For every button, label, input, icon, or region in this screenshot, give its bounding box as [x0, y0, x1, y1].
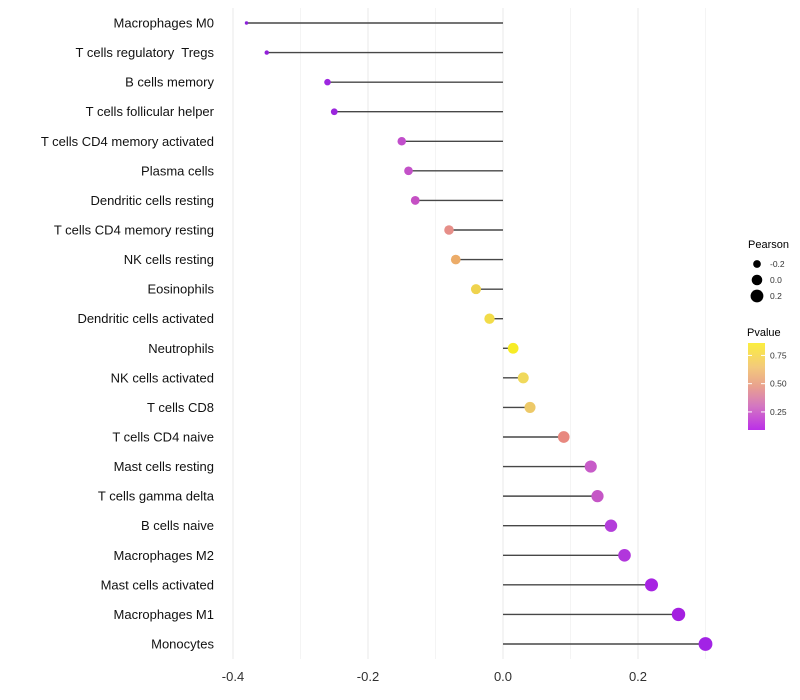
y-axis-label: B cells memory [125, 75, 214, 90]
y-axis-label: Mast cells activated [101, 577, 214, 592]
y-axis-label: B cells naive [141, 518, 214, 533]
legend-size-dot [751, 274, 763, 286]
lollipop-dot [524, 401, 536, 413]
legend-size-label: 0.2 [770, 291, 782, 301]
lollipop-dot [444, 225, 454, 235]
lollipop-dot [324, 78, 331, 86]
legend-colorbar [748, 343, 765, 430]
lollipop-dot [470, 284, 482, 295]
lollipop-dot [604, 519, 618, 532]
y-axis-label: Macrophages M0 [114, 16, 214, 31]
y-axis-label: Plasma cells [141, 163, 214, 178]
x-axis-tick-label: 0.2 [629, 669, 647, 684]
y-axis-label: Dendritic cells resting [90, 193, 214, 208]
lollipop-dot [450, 254, 461, 265]
legend-pvalue-tick-label: 0.50 [770, 379, 787, 389]
lollipop-dot [557, 431, 570, 443]
y-axis-label: Macrophages M1 [114, 607, 214, 622]
lollipop-dot [591, 490, 604, 503]
lollipop-dot [244, 21, 249, 25]
legend-pvalue-tick-label: 0.75 [770, 350, 787, 360]
lollipop-dot [264, 50, 269, 55]
lollipop-dot [698, 637, 713, 651]
y-axis-label: Monocytes [151, 636, 214, 651]
lollipop-dot [584, 460, 597, 473]
legend-size-dot [753, 260, 761, 268]
y-axis-label: T cells follicular helper [86, 104, 215, 119]
lollipop-dot [517, 372, 529, 384]
y-axis-label: T cells CD4 memory activated [41, 134, 214, 149]
y-axis-label: Mast cells resting [114, 459, 214, 474]
lollipop-dot [404, 166, 413, 176]
y-axis-label: T cells regulatory Tregs [76, 45, 215, 60]
y-axis-label: T cells CD4 memory resting [54, 222, 214, 237]
y-axis-label: NK cells activated [111, 370, 214, 385]
y-axis-label: Dendritic cells activated [77, 311, 214, 326]
legend-size-label: 0.0 [770, 275, 782, 285]
y-axis-label: T cells CD8 [147, 400, 214, 415]
lollipop-dot [671, 607, 686, 622]
y-axis-label: NK cells resting [124, 252, 214, 267]
legend-size-label: -0.2 [770, 259, 785, 269]
lollipop-dot [397, 137, 407, 146]
x-axis-tick-label: -0.4 [222, 669, 244, 684]
y-axis-label: Eosinophils [148, 282, 215, 297]
lollipop-dot [507, 342, 519, 354]
legend-pvalue-title: Pvalue [747, 327, 781, 339]
y-axis-label: T cells CD4 naive [112, 429, 214, 444]
x-axis-tick-label: 0.0 [494, 669, 512, 684]
legend-pvalue-tick-label: 0.25 [770, 407, 787, 417]
legend-size-dot [750, 289, 764, 303]
lollipop-dot [330, 108, 338, 116]
y-axis-label: Macrophages M2 [114, 548, 214, 563]
y-axis-label: Neutrophils [148, 341, 214, 356]
lollipop-dot [484, 313, 495, 324]
legend-pearson-title: Pearson [748, 239, 789, 251]
lollipop-dot [618, 548, 631, 562]
y-axis-label: T cells gamma delta [98, 489, 215, 504]
x-axis-tick-label: -0.2 [357, 669, 379, 684]
lollipop-dot [644, 578, 659, 592]
lollipop-dot [410, 196, 420, 205]
